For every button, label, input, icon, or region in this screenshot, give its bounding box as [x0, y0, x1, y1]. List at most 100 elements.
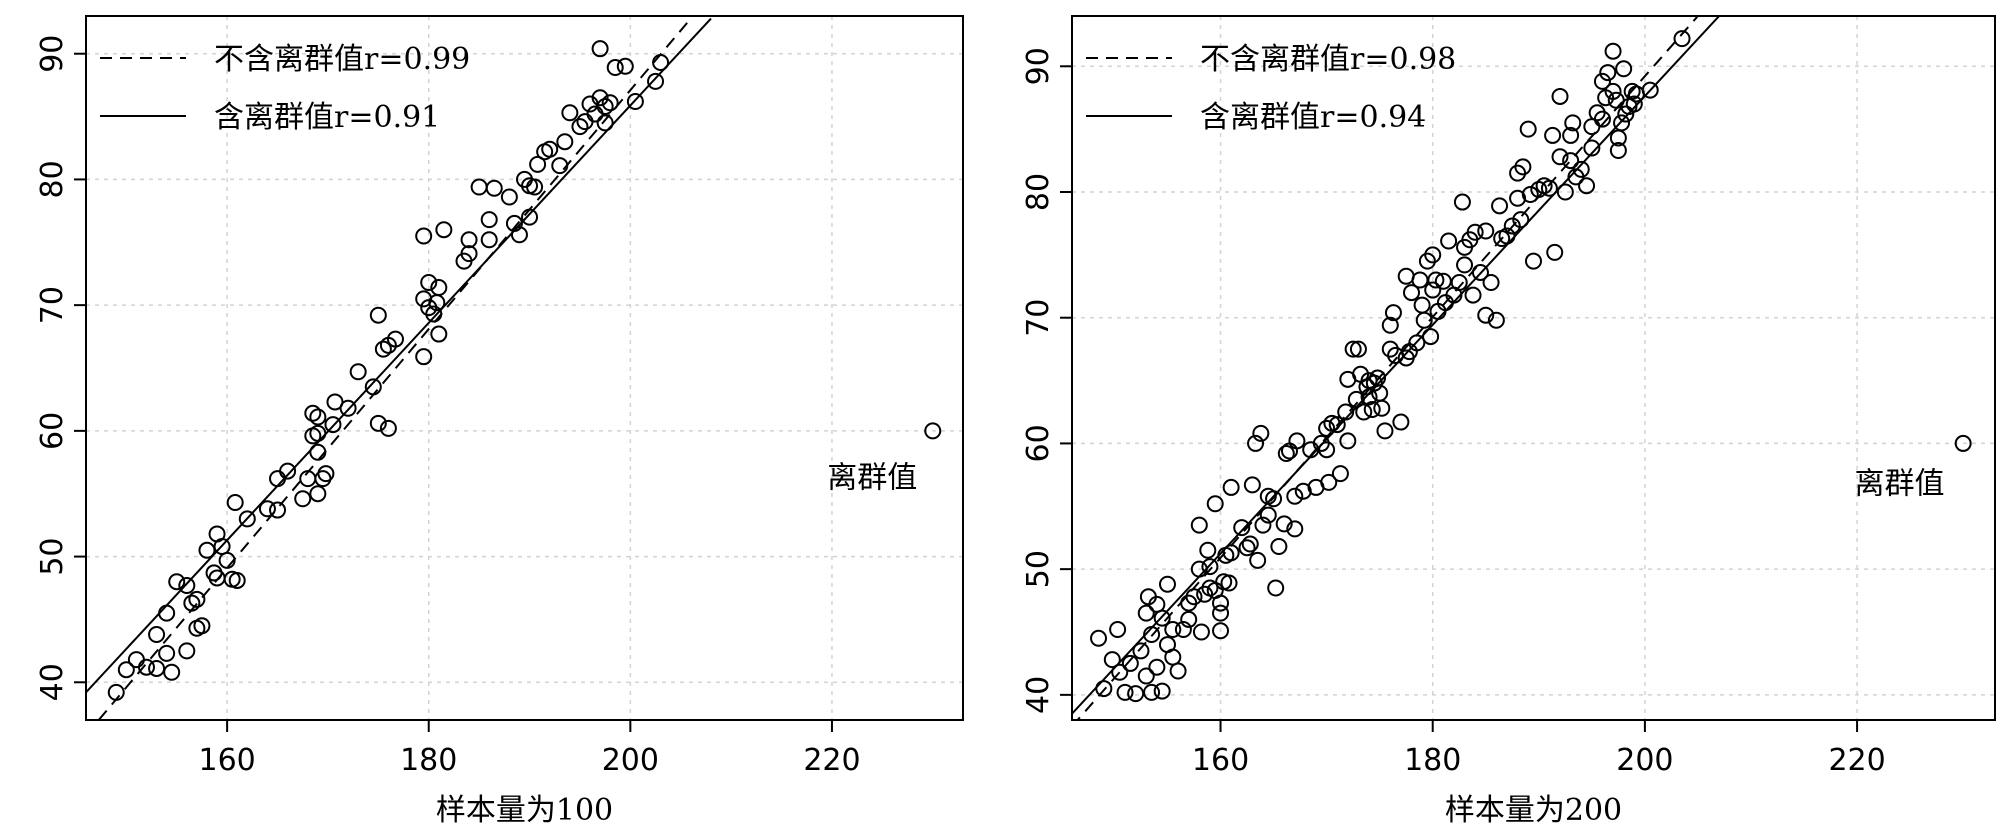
data-point: [1477, 222, 1495, 240]
data-point: [309, 485, 327, 503]
data-point: [1318, 419, 1336, 437]
legend-label: 不含离群值r=0.99: [214, 42, 470, 77]
y-tick-label: 70: [1021, 299, 1056, 337]
data-point: [1277, 444, 1295, 462]
data-point: [1530, 180, 1548, 198]
data-point: [1482, 274, 1500, 292]
data-point: [1241, 535, 1259, 553]
data-point: [1408, 334, 1426, 352]
data-point: [1514, 158, 1532, 176]
data-point: [1233, 519, 1251, 537]
data-point: [1519, 120, 1537, 138]
data-point: [1572, 160, 1590, 178]
data-point: [1121, 654, 1139, 672]
data-point: [1153, 609, 1171, 627]
data-point: [1604, 42, 1622, 60]
data-point: [1453, 193, 1471, 211]
data-point: [1578, 177, 1596, 195]
data-point: [1286, 520, 1304, 538]
data-point: [148, 659, 166, 677]
y-tick-label: 40: [35, 663, 70, 701]
y-tick-label: 90: [35, 35, 70, 73]
data-point: [1337, 403, 1355, 421]
data-point: [652, 54, 670, 72]
data-point: [163, 663, 181, 681]
data-point: [601, 94, 619, 112]
data-point: [1556, 183, 1574, 201]
data-point: [1466, 223, 1484, 241]
data-point: [1238, 539, 1256, 557]
data-point: [1318, 441, 1336, 459]
data-point: [369, 414, 387, 432]
data-point: [1593, 110, 1611, 128]
data-point: [1583, 139, 1601, 157]
data-point: [1247, 434, 1265, 452]
data-point: [374, 340, 392, 358]
data-point: [1381, 316, 1399, 334]
data-point: [1464, 286, 1482, 304]
data-point: [1180, 610, 1198, 628]
data-point: [1613, 114, 1631, 132]
data-point: [1132, 642, 1150, 660]
data-point: [1422, 328, 1440, 346]
data-point: [1424, 246, 1442, 264]
data-point: [1593, 72, 1611, 90]
data-point: [1174, 620, 1192, 638]
data-point: [556, 133, 574, 151]
data-point: [1551, 87, 1569, 105]
data-point: [1498, 227, 1516, 245]
data-point: [1641, 81, 1659, 99]
fit-line-with-outlier: [1072, 16, 1720, 715]
x-axis-label: 样本量为200: [1445, 793, 1622, 828]
data-point: [1212, 604, 1230, 622]
data-point: [309, 408, 327, 426]
data-point: [1440, 232, 1458, 250]
data-point: [1320, 473, 1338, 491]
y-tick-label: 50: [1021, 550, 1056, 588]
x-tick-label: 220: [1828, 743, 1885, 778]
data-point: [1185, 588, 1203, 606]
data-point: [1512, 211, 1530, 229]
data-point: [596, 114, 614, 132]
data-point: [1190, 560, 1208, 578]
data-point: [1615, 60, 1633, 78]
data-point: [324, 416, 342, 434]
data-point: [1355, 403, 1373, 421]
data-point: [1111, 663, 1129, 681]
data-point: [1286, 487, 1304, 505]
data-point: [1673, 30, 1691, 48]
data-point: [148, 626, 166, 644]
data-point: [294, 490, 312, 508]
data-point: [1249, 551, 1267, 569]
data-point: [529, 155, 547, 173]
data-point: [1562, 126, 1580, 144]
scatter-panel-sample-100: 160 180 200 220 40 50 60 70 80 90 样本量为100 不含离群值r=0.…: [35, 15, 964, 828]
data-point: [1190, 516, 1208, 534]
data-point: [1376, 422, 1394, 440]
data-point: [551, 157, 569, 175]
data-point: [1397, 267, 1415, 285]
data-point: [1347, 390, 1365, 408]
data-point: [1503, 217, 1521, 235]
data-point: [1609, 142, 1627, 160]
data-point: [415, 348, 433, 366]
data-point: [1434, 272, 1452, 290]
y-tick-label: 90: [1021, 47, 1056, 85]
data-point: [386, 330, 404, 348]
x-tick-label: 200: [602, 743, 659, 778]
data-point: [1222, 544, 1240, 562]
data-point: [415, 227, 433, 245]
y-tick-label: 70: [35, 286, 70, 324]
legend-label: 含离群值r=0.91: [214, 100, 440, 135]
data-point: [1137, 667, 1155, 685]
x-tick-label: 200: [1616, 743, 1673, 778]
data-point: [1090, 629, 1108, 647]
data-point: [1411, 271, 1429, 289]
data-point: [485, 179, 503, 197]
y-tick-label: 60: [35, 412, 70, 450]
data-point: [430, 325, 448, 343]
data-point: [1164, 620, 1182, 638]
data-point: [183, 594, 201, 612]
data-point: [596, 98, 614, 116]
